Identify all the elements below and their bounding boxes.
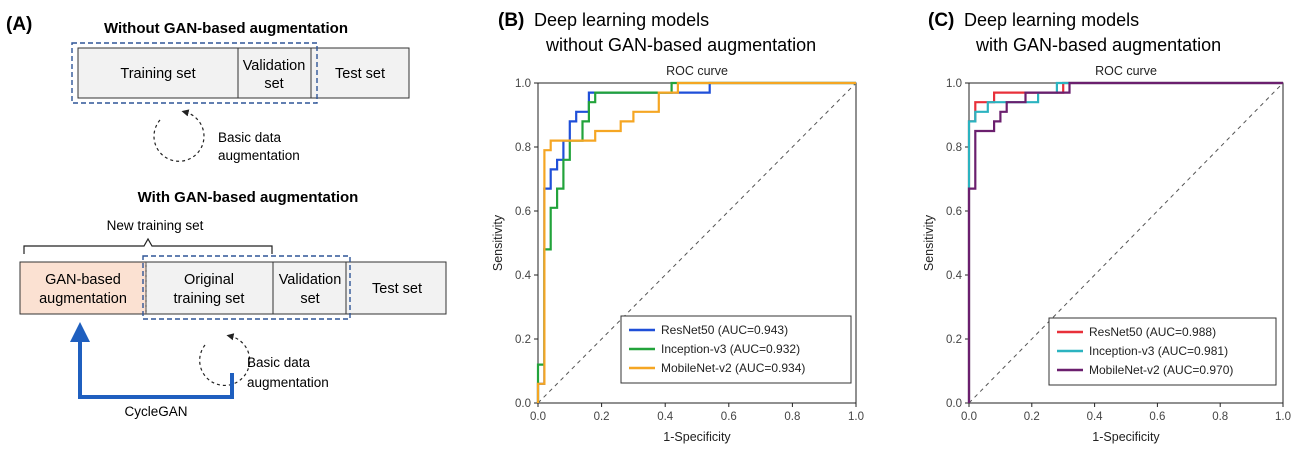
test-set-box	[310, 47, 410, 99]
x-tick-label: 0.6	[721, 411, 737, 423]
without-gan-title: Without GAN-based augmentation	[104, 20, 348, 37]
validation-label-l1: Validation	[243, 58, 306, 74]
gan-augmentation-box	[19, 261, 147, 315]
y-tick-label: 0.2	[946, 334, 962, 346]
y-tick-label: 0.0	[515, 398, 531, 410]
test-set-label: Test set	[335, 66, 385, 82]
legend-entry: MobileNet-v2 (AUC=0.970)	[1089, 363, 1233, 377]
panel-b-heading-l2: without GAN-based augmentation	[545, 35, 816, 55]
x-tick-label: 0.0	[961, 411, 977, 423]
roc-series-line	[536, 81, 856, 403]
x-tick-label: 0.6	[1149, 411, 1165, 423]
x-tick-label: 0.2	[594, 411, 610, 423]
y-tick-label: 0.8	[515, 142, 531, 154]
cyclegan-arrow-icon	[70, 322, 234, 399]
legend-box	[1048, 317, 1277, 386]
panel-c-heading-l1: Deep learning models	[964, 10, 1139, 30]
validation-label-l2: set	[264, 76, 283, 92]
cyclegan-label: CycleGAN	[124, 404, 187, 419]
orig-box-l1: Original	[184, 272, 234, 288]
chart-title: ROC curve	[666, 64, 728, 78]
new-training-set-label: New training set	[107, 218, 204, 233]
bottom-test-box	[345, 261, 447, 315]
bottom-dashed-group	[142, 255, 351, 320]
bottom-validation-l1: Validation	[279, 272, 342, 288]
y-tick-label: 0.0	[946, 398, 962, 410]
x-tick-label: 0.8	[1212, 411, 1228, 423]
panel-c-label: (C)	[928, 10, 954, 31]
bottom-basic-aug-l2: augmentation	[247, 375, 329, 390]
panel-b: (B) Deep learning models without GAN-bas…	[498, 10, 816, 55]
training-set-label: Training set	[120, 66, 195, 82]
bottom-validation-box	[272, 261, 347, 315]
y-tick-label: 0.6	[946, 206, 962, 218]
roc-series-line	[967, 81, 1283, 403]
panel-c-heading-l2: with GAN-based augmentation	[975, 35, 1221, 55]
legend-entry: Inception-v3 (AUC=0.932)	[661, 342, 800, 356]
legend-entry: ResNet50 (AUC=0.943)	[661, 323, 788, 337]
panel-a-label: (A)	[6, 14, 32, 35]
roc-series-line	[967, 81, 1283, 403]
y-axis-label: Sensitivity	[491, 214, 505, 271]
x-axis-label: 1-Specificity	[663, 430, 731, 444]
panel-c: (C) Deep learning models with GAN-based …	[928, 10, 1221, 55]
chance-diagonal	[537, 82, 857, 404]
panel-a: (A) Without GAN-based augmentation Train…	[6, 14, 447, 419]
x-tick-label: 0.4	[657, 411, 674, 423]
training-set-box	[77, 47, 239, 99]
x-tick-label: 0.0	[530, 411, 546, 423]
top-basic-aug-l2: augmentation	[218, 148, 300, 163]
x-tick-label: 1.0	[848, 411, 864, 423]
panel-b-label: (B)	[498, 10, 524, 31]
bottom-test-label: Test set	[372, 281, 422, 297]
x-tick-label: 1.0	[1275, 411, 1291, 423]
chance-diagonal	[968, 82, 1284, 404]
top-basic-aug-l1: Basic data	[218, 130, 282, 145]
bottom-cycle-arrow-icon	[199, 333, 251, 386]
bottom-basic-aug-l1: Basic data	[247, 355, 311, 370]
legend-entry: MobileNet-v2 (AUC=0.934)	[661, 361, 805, 375]
legend-box	[620, 315, 852, 384]
y-tick-label: 0.8	[946, 142, 962, 154]
panel-b-heading-l1: Deep learning models	[534, 10, 709, 30]
legend-entry: Inception-v3 (AUC=0.981)	[1089, 344, 1228, 358]
y-tick-label: 0.4	[515, 270, 532, 282]
y-axis-label: Sensitivity	[922, 214, 936, 271]
roc-chart-b: ROC curve 0.0 0.2 0.4 0.6 0.8 1.0 0.0 0.2 0.4 0.6 0…	[491, 64, 864, 444]
x-tick-label: 0.2	[1024, 411, 1040, 423]
top-cycle-arrow-icon	[153, 109, 205, 162]
gan-box-l2: augmentation	[39, 291, 127, 307]
y-tick-label: 1.0	[946, 78, 962, 90]
y-tick-label: 1.0	[515, 78, 531, 90]
y-tick-label: 0.2	[515, 334, 531, 346]
x-tick-label: 0.4	[1087, 411, 1104, 423]
gan-box-l1: GAN-based	[45, 272, 121, 288]
chart-title: ROC curve	[1095, 64, 1157, 78]
orig-box-l2: training set	[174, 291, 245, 307]
bottom-validation-l2: set	[300, 291, 319, 307]
validation-set-box	[237, 47, 312, 99]
x-axis-label: 1-Specificity	[1092, 430, 1160, 444]
y-tick-label: 0.4	[946, 270, 963, 282]
with-gan-title: With GAN-based augmentation	[138, 189, 359, 206]
new-training-brace	[23, 237, 273, 254]
x-tick-label: 0.8	[784, 411, 800, 423]
top-dashed-group	[71, 42, 318, 104]
legend-entry: ResNet50 (AUC=0.988)	[1089, 325, 1216, 339]
roc-chart-c: ROC curve 0.0 0.2 0.4 0.6 0.8 1.0 0.0 0.2 0.4 0.6 0…	[922, 64, 1291, 444]
y-tick-label: 0.6	[515, 206, 531, 218]
